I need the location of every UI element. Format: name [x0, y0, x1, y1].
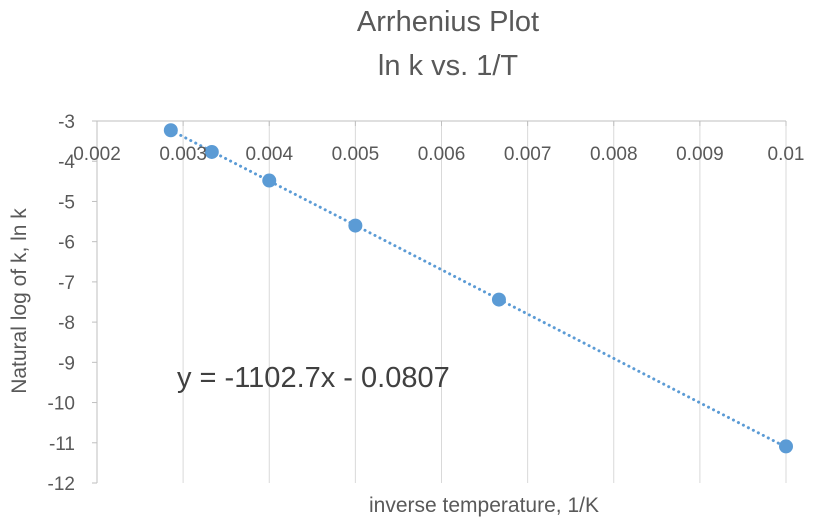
- chart-subtitle: ln k vs. 1/T: [378, 50, 518, 82]
- y-tick-label: -10: [48, 394, 75, 415]
- y-tick-label: -12: [48, 474, 75, 495]
- y-tick-label: -6: [58, 233, 75, 254]
- y-tick-label: -9: [58, 353, 75, 374]
- trendline-equation: y = -1102.7x - 0.0807: [177, 362, 450, 394]
- y-tick-label: -8: [58, 313, 75, 334]
- x-tick-label: 0.004: [245, 144, 293, 165]
- x-tick-label: 0.006: [418, 144, 466, 165]
- x-tick-label: 0.005: [332, 144, 380, 165]
- tick-labels: -3 -4 -5 -6 -7 -8 -9 -10 -11 -12 0.002 0.003 0.004 0.…: [48, 112, 805, 495]
- data-point: [204, 144, 219, 159]
- data-point: [779, 439, 793, 454]
- x-tick-label: 0.008: [590, 144, 638, 165]
- axes: [92, 120, 787, 484]
- x-tick-label: 0.01: [768, 144, 805, 165]
- y-tick-label: -7: [58, 273, 75, 294]
- y-tick-label: -3: [58, 112, 75, 133]
- y-tick-label: -4: [58, 152, 75, 173]
- data-points: [163, 123, 793, 454]
- data-point: [262, 173, 277, 188]
- x-tick-label: 0.009: [676, 144, 724, 165]
- y-tick-label: -5: [58, 192, 75, 213]
- data-point: [163, 123, 178, 138]
- chart-title: Arrhenius Plot: [357, 6, 539, 38]
- trendline: [169, 128, 788, 449]
- data-point: [491, 292, 506, 307]
- x-tick-label: 0.003: [159, 144, 207, 165]
- y-tick-label: -11: [49, 434, 75, 455]
- y-axis-label: Natural log of k, ln k: [8, 208, 31, 394]
- trendline-group: [169, 128, 788, 449]
- x-tick-label: 0.007: [504, 144, 552, 165]
- x-tick-label: 0.002: [73, 144, 121, 165]
- x-axis-label: inverse temperature, 1/K: [369, 494, 599, 517]
- data-point: [348, 218, 363, 233]
